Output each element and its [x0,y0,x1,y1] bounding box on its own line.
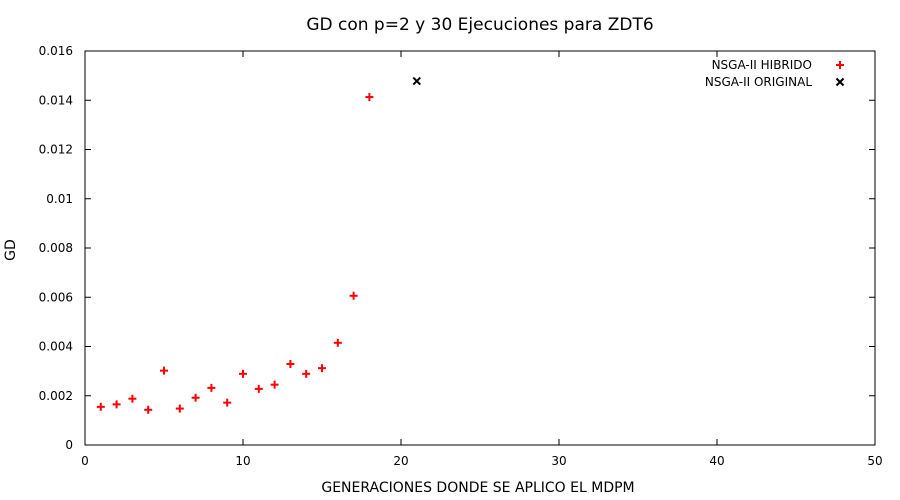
y-tick-label: 0.002 [39,389,73,403]
hibrido-point [144,405,153,414]
x-tick-label: 0 [81,454,89,468]
data-points [96,76,422,414]
y-tick-label: 0.008 [39,241,73,255]
plot-frame [84,50,876,446]
hibrido-point [349,291,358,300]
x-tick-label: 40 [709,454,724,468]
legend-marker-hibrido [836,61,844,69]
x-tick-label: 30 [551,454,566,468]
y-tick-label: 0.01 [46,192,73,206]
original-point [412,76,422,86]
hibrido-point [254,384,263,393]
y-axis-label: GD [3,239,19,261]
legend: NSGA-II HIBRIDO NSGA-II ORIGINAL [705,58,845,89]
y-tick-label: 0 [65,438,73,452]
hibrido-point [112,400,121,409]
hibrido-point [318,364,326,373]
hibrido-point [302,369,311,378]
hibrido-point [239,369,247,378]
y-tick-label: 0.016 [39,44,73,58]
x-axis-label: GENERACIONES DONDE SE APLICO EL MDPM [321,480,634,496]
hibrido-point [286,359,295,368]
legend-label-original: NSGA-II ORIGINAL [705,75,812,89]
legend-label-hibrido: NSGA-II HIBRIDO [712,58,812,72]
y-axis: 0 0.002 0.004 0.006 0.008 0.01 0.012 0.014 0.016 [39,44,875,452]
hibrido-point [160,366,168,375]
hibrido-point [128,394,137,403]
hibrido-point [191,393,200,402]
hibrido-point [175,404,184,413]
y-tick-label: 0.004 [39,340,73,354]
chart-title: GD con p=2 y 30 Ejecuciones para ZDT6 [306,15,653,35]
hibrido-point [365,93,374,102]
y-tick-label: 0.012 [39,143,73,157]
y-tick-label: 0.014 [39,93,73,107]
y-tick-label: 0.006 [39,290,73,304]
hibrido-point [207,383,216,392]
hibrido-point [333,338,342,347]
hibrido-point [96,402,105,411]
x-tick-label: 10 [235,454,250,468]
x-tick-label: 20 [393,454,408,468]
hibrido-point [270,380,279,389]
x-axis: 0 10 20 30 40 50 [81,51,883,468]
legend-marker-original [835,77,845,87]
x-tick-label: 50 [867,454,882,468]
hibrido-point [223,398,232,407]
